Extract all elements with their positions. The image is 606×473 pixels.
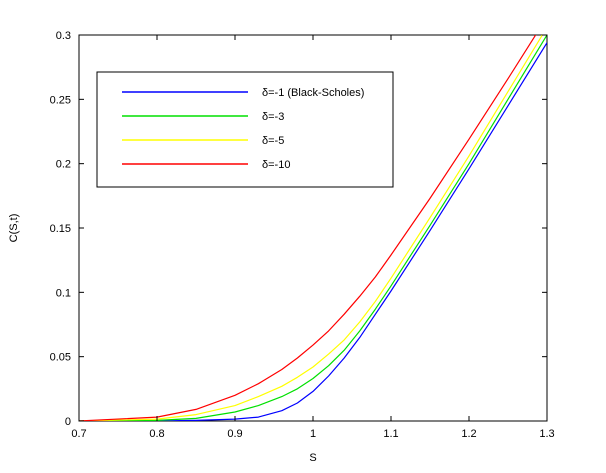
series-line-0 bbox=[79, 42, 547, 421]
legend-label-1: δ=-3 bbox=[262, 111, 284, 123]
x-tick-label: 0.7 bbox=[71, 428, 86, 440]
y-tick-label: 0.1 bbox=[56, 287, 71, 299]
x-axis-title: S bbox=[309, 452, 316, 464]
x-tick-label: 0.8 bbox=[149, 428, 164, 440]
y-axis-title: C(S,t) bbox=[8, 214, 20, 243]
series-line-1 bbox=[79, 35, 547, 421]
series-line-2 bbox=[79, 35, 544, 421]
y-tick-label: 0.25 bbox=[50, 94, 71, 106]
legend-label-3: δ=-10 bbox=[262, 159, 290, 171]
y-tick-label: 0.2 bbox=[56, 159, 71, 171]
x-tick-label: 1.1 bbox=[383, 428, 398, 440]
x-tick-label: 1 bbox=[310, 428, 316, 440]
y-tick-label: 0 bbox=[65, 416, 71, 428]
legend-box bbox=[96, 71, 394, 188]
y-tick-label: 0.15 bbox=[50, 223, 71, 235]
x-tick-label: 1.3 bbox=[539, 428, 554, 440]
legend: δ=-1 (Black-Scholes) δ=-3 δ=-5 δ=-10 bbox=[96, 71, 394, 188]
legend-label-0: δ=-1 (Black-Scholes) bbox=[262, 87, 364, 99]
y-tick-label: 0.3 bbox=[56, 30, 71, 42]
x-tick-label: 0.9 bbox=[227, 428, 242, 440]
series-line-3 bbox=[79, 35, 537, 421]
x-tick-label: 1.2 bbox=[461, 428, 476, 440]
y-tick-label: 0.05 bbox=[50, 352, 71, 364]
legend-label-2: δ=-5 bbox=[262, 135, 284, 147]
